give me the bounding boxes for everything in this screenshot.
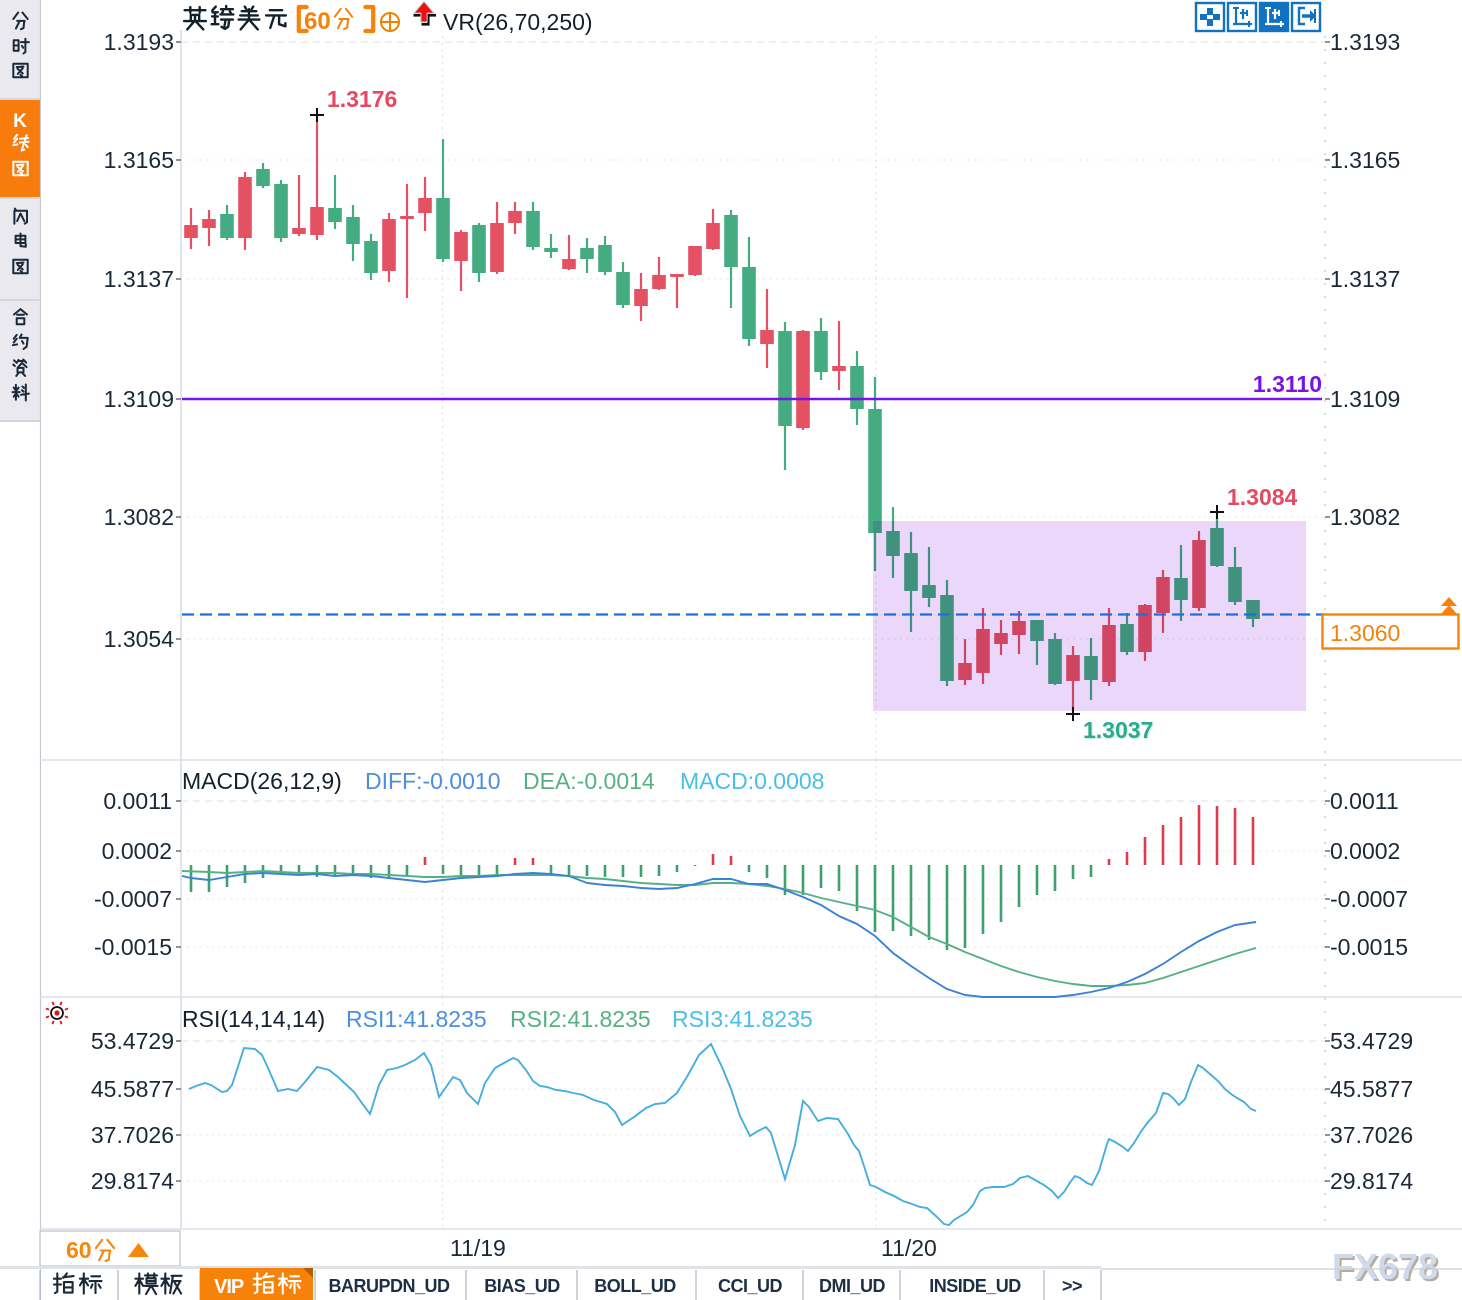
svg-text:53.4729: 53.4729 xyxy=(1330,1028,1413,1054)
svg-text:BIAS_UD: BIAS_UD xyxy=(484,1276,560,1296)
svg-text:DMI_UD: DMI_UD xyxy=(819,1276,886,1296)
svg-text:1.3165: 1.3165 xyxy=(104,147,174,173)
svg-text:1.3137: 1.3137 xyxy=(104,266,174,292)
svg-text:INSIDE_UD: INSIDE_UD xyxy=(929,1276,1021,1296)
svg-text:-0.0015: -0.0015 xyxy=(1330,934,1408,960)
svg-text:1.3084: 1.3084 xyxy=(1227,484,1298,510)
svg-text:0.0011: 0.0011 xyxy=(103,788,172,814)
svg-text:1.3054: 1.3054 xyxy=(104,626,175,652)
svg-text:1.3082: 1.3082 xyxy=(1330,504,1400,530)
svg-text:>>: >> xyxy=(1062,1276,1082,1296)
svg-text:FX678: FX678 xyxy=(1332,1246,1438,1287)
svg-text:11/20: 11/20 xyxy=(881,1235,937,1261)
svg-text:1.3110: 1.3110 xyxy=(1253,371,1322,397)
svg-text:RSI(14,14,14): RSI(14,14,14) xyxy=(182,1006,325,1032)
svg-text:-0.0007: -0.0007 xyxy=(1330,886,1408,912)
svg-text:53.4729: 53.4729 xyxy=(91,1028,174,1054)
svg-text:DEA:-0.0014: DEA:-0.0014 xyxy=(523,768,655,794)
svg-text:1.3193: 1.3193 xyxy=(104,29,174,55)
svg-text:37.7026: 37.7026 xyxy=(91,1122,174,1148)
svg-text:VR(26,70,250): VR(26,70,250) xyxy=(443,9,593,35)
svg-text:45.5877: 45.5877 xyxy=(91,1076,174,1102)
svg-text:1.3193: 1.3193 xyxy=(1330,29,1400,55)
svg-text:1.3137: 1.3137 xyxy=(1330,266,1400,292)
svg-text:1.3165: 1.3165 xyxy=(1330,147,1400,173)
svg-text:K: K xyxy=(13,111,27,132)
svg-text:BARUPDN_UD: BARUPDN_UD xyxy=(328,1276,450,1296)
svg-text:1.3060: 1.3060 xyxy=(1330,620,1400,646)
svg-text:DIFF:-0.0010: DIFF:-0.0010 xyxy=(365,768,501,794)
svg-text:1.3109: 1.3109 xyxy=(1330,386,1400,412)
svg-text:RSI1:41.8235: RSI1:41.8235 xyxy=(346,1006,487,1032)
svg-text:1.3176: 1.3176 xyxy=(327,86,397,112)
svg-text:MACD:0.0008: MACD:0.0008 xyxy=(680,768,824,794)
svg-text:RSI3:41.8235: RSI3:41.8235 xyxy=(672,1006,813,1032)
svg-text:0.0002: 0.0002 xyxy=(102,838,172,864)
svg-text:VIP: VIP xyxy=(214,1276,244,1298)
svg-text:0.0011: 0.0011 xyxy=(1330,788,1399,814)
svg-text:45.5877: 45.5877 xyxy=(1330,1076,1413,1102)
svg-text:60: 60 xyxy=(304,8,331,35)
svg-text:MACD(26,12,9): MACD(26,12,9) xyxy=(182,768,342,794)
svg-text:CCI_UD: CCI_UD xyxy=(718,1276,783,1296)
svg-text:BOLL_UD: BOLL_UD xyxy=(594,1276,676,1296)
svg-text:37.7026: 37.7026 xyxy=(1330,1122,1413,1148)
svg-text:60: 60 xyxy=(66,1237,92,1263)
svg-text:-0.0007: -0.0007 xyxy=(94,886,172,912)
svg-text:29.8174: 29.8174 xyxy=(91,1168,174,1194)
svg-text:1.3082: 1.3082 xyxy=(104,504,174,530)
svg-text:11/19: 11/19 xyxy=(450,1235,506,1261)
svg-text:1.3109: 1.3109 xyxy=(104,386,174,412)
svg-text:1.3037: 1.3037 xyxy=(1083,717,1153,743)
svg-text:0.0002: 0.0002 xyxy=(1330,838,1400,864)
svg-text:-0.0015: -0.0015 xyxy=(94,934,172,960)
svg-text:29.8174: 29.8174 xyxy=(1330,1168,1413,1194)
svg-text:RSI2:41.8235: RSI2:41.8235 xyxy=(510,1006,651,1032)
